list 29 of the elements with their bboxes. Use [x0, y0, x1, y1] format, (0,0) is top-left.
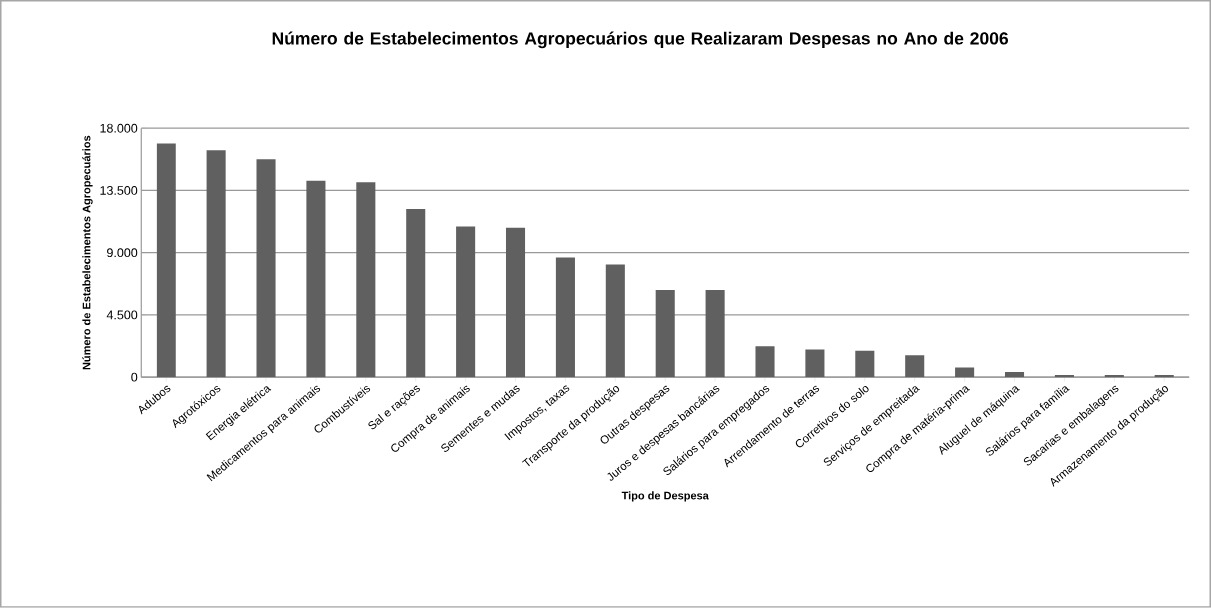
- y-tick-label: 13.500: [100, 186, 138, 195]
- bar: [755, 346, 775, 378]
- bar: [1004, 372, 1025, 378]
- bar: [605, 264, 625, 378]
- bar: [505, 227, 526, 378]
- chart-title: Número de Estabelecimentos Agropecuários que Realizaram Despesas no Ano de 2006: [272, 31, 1009, 49]
- bar: [905, 355, 925, 378]
- bar: [555, 257, 575, 378]
- y-tick-label: 0: [131, 372, 138, 382]
- bar: [1054, 375, 1074, 378]
- x-axis-title: Tipo de Despesa: [621, 491, 709, 502]
- bar: [256, 159, 276, 378]
- bar: [156, 143, 176, 378]
- bar: [356, 182, 376, 378]
- bar: [306, 180, 326, 378]
- y-axis-title: Número de Estabelecimentos Agropecuários: [82, 135, 93, 370]
- y-tick-label: 4.500: [106, 310, 138, 320]
- bar: [456, 226, 476, 378]
- bar: [855, 350, 875, 378]
- bar: [955, 367, 975, 378]
- bar: [1154, 375, 1174, 378]
- bar: [206, 150, 226, 378]
- bar: [406, 209, 426, 378]
- y-tick-label: 18.000: [100, 123, 138, 133]
- bar: [1104, 375, 1124, 378]
- y-tick-label: 9.000: [107, 248, 138, 258]
- bar: [805, 349, 825, 378]
- bar: [655, 290, 675, 378]
- bar: [705, 290, 725, 378]
